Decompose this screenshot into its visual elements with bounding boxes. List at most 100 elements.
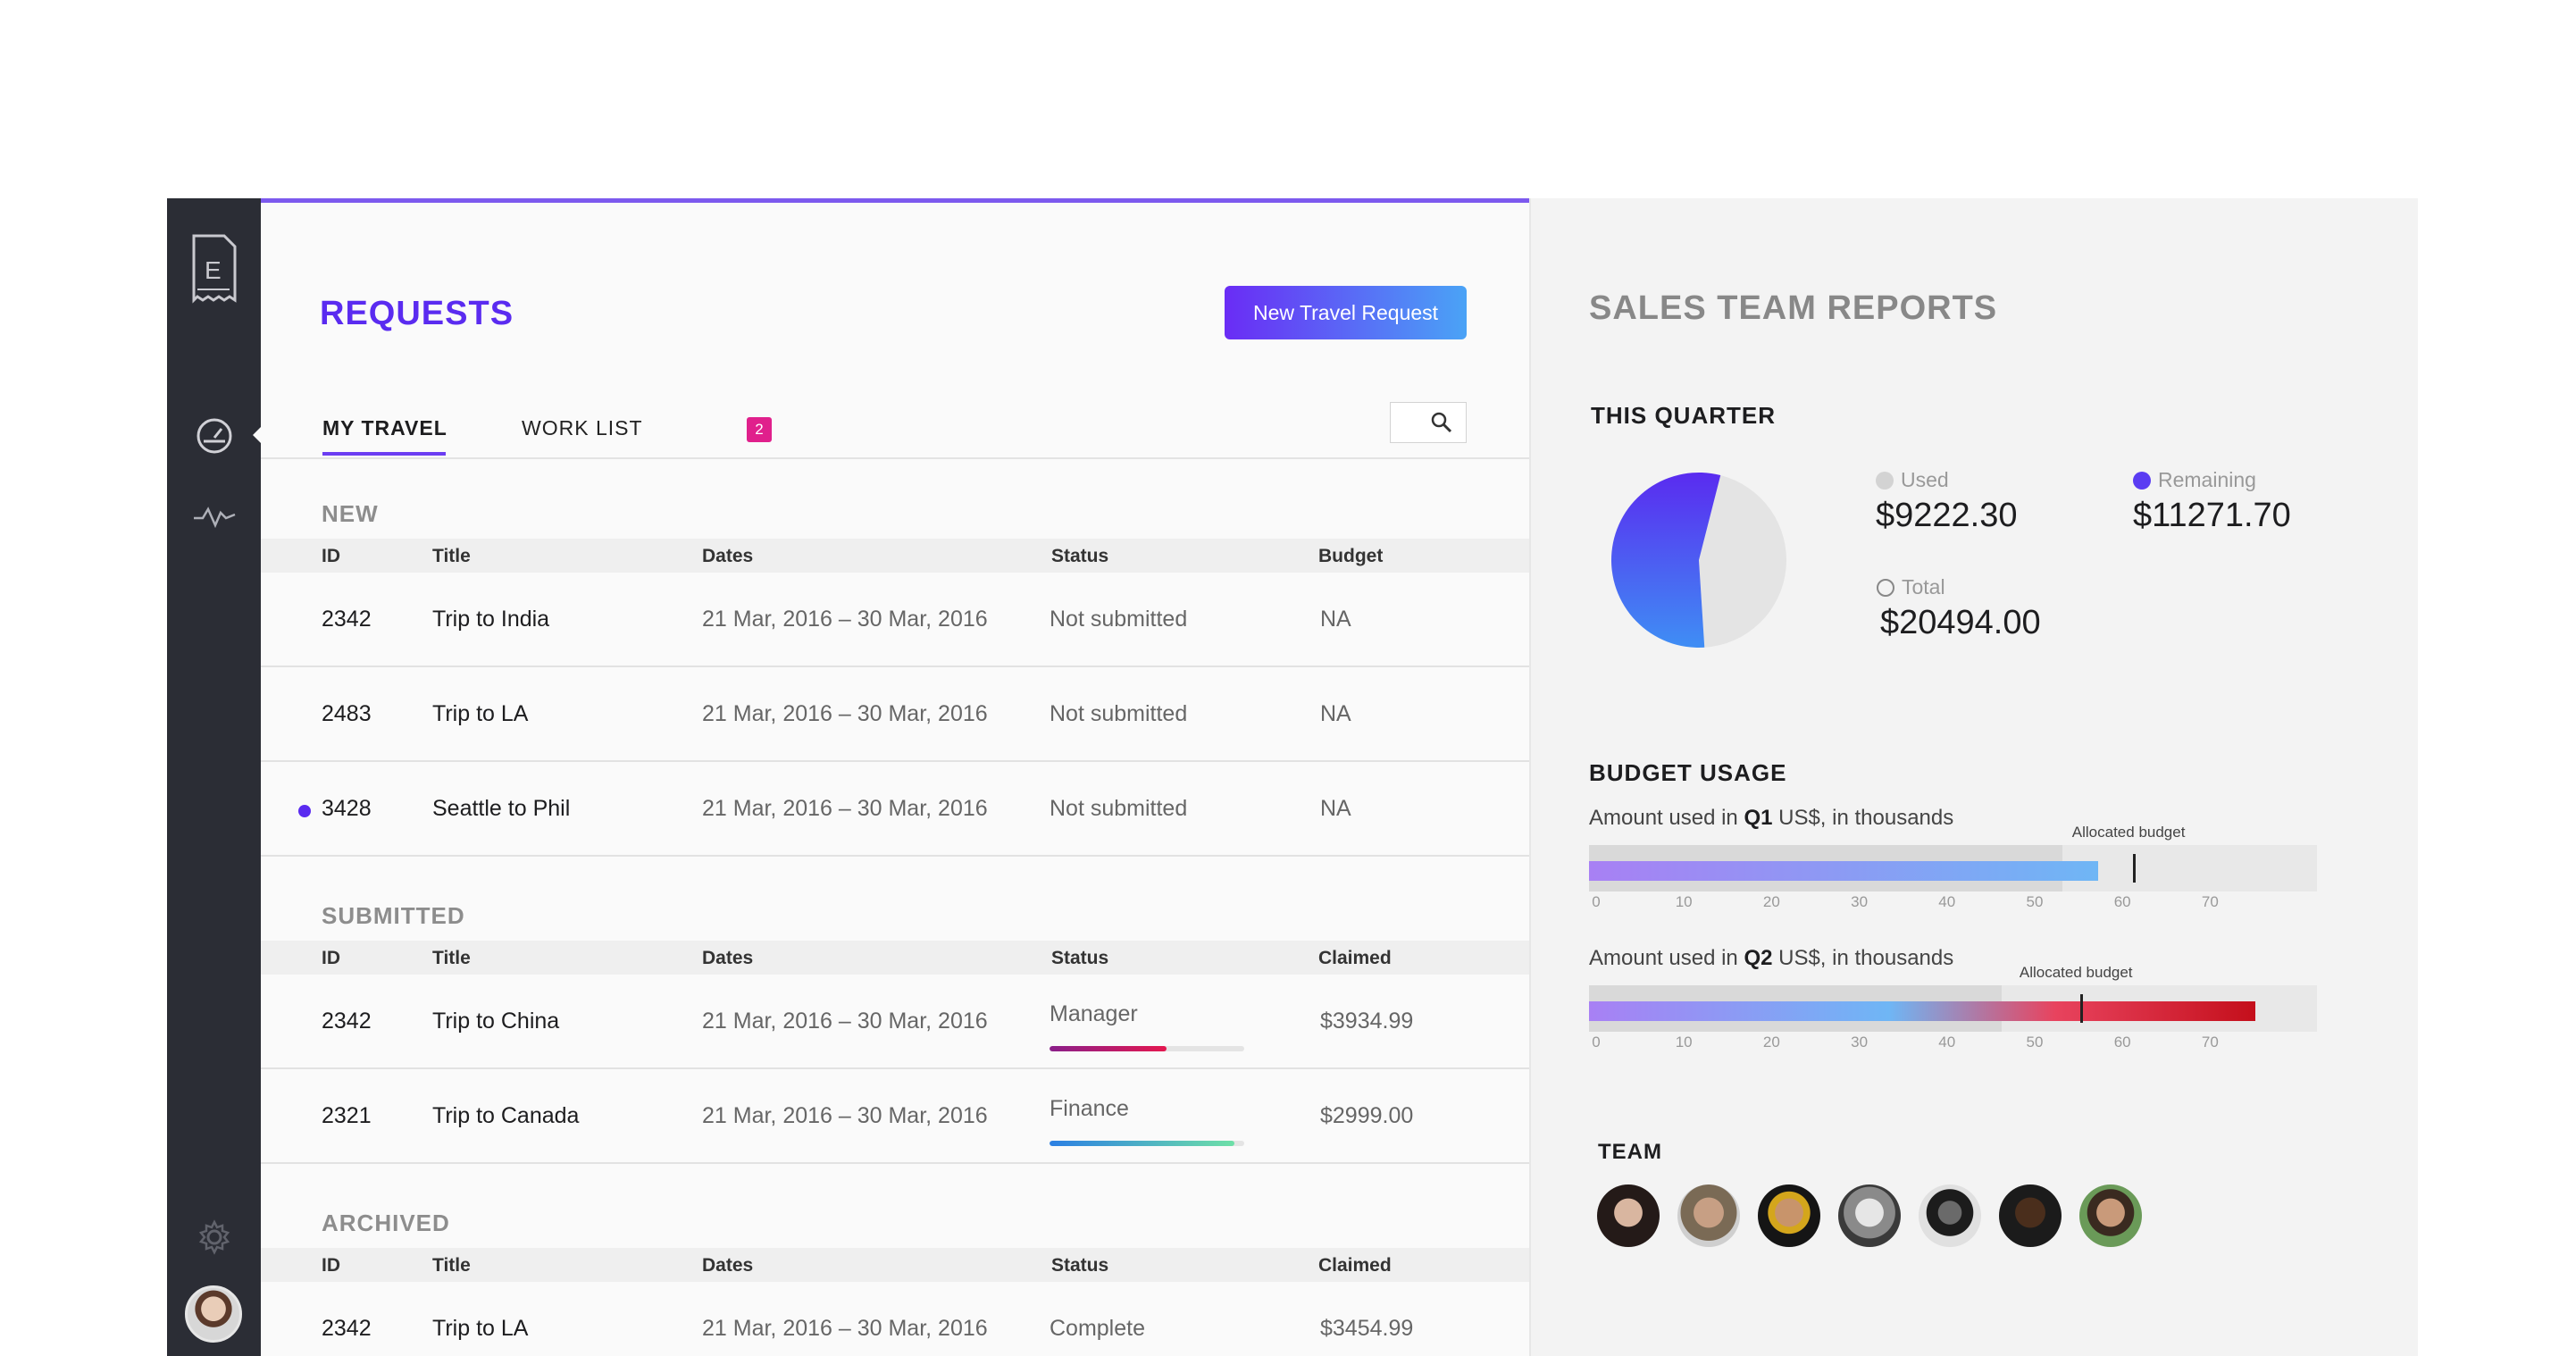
tab-my-travel[interactable]: MY TRAVEL bbox=[322, 416, 447, 439]
q2-axis-ticks: 0 10 20 30 40 50 60 70 bbox=[1589, 1034, 2317, 1051]
axis-tick-label: 0 bbox=[1592, 1034, 1601, 1050]
legend-total-label: Total bbox=[1902, 575, 1945, 598]
row-status: Not submitted bbox=[1050, 701, 1188, 726]
q2-allocated-label: Allocated budget bbox=[2019, 964, 2133, 981]
approval-progress-bar bbox=[1050, 1046, 1244, 1051]
team-avatar-7[interactable] bbox=[2079, 1184, 2142, 1247]
q1-caption: Amount used in Q1 US$, in thousands bbox=[1589, 806, 1953, 831]
sidebar: E bbox=[167, 198, 262, 1356]
table-row[interactable]: 2321 Trip to Canada 21 Mar, 2016 – 30 Ma… bbox=[261, 1069, 1529, 1164]
col-status: Status bbox=[1051, 1255, 1109, 1276]
team-avatar-3[interactable] bbox=[1758, 1184, 1820, 1247]
quarter-pie-chart bbox=[1610, 473, 1786, 649]
row-title: Trip to LA bbox=[432, 701, 529, 726]
row-title: Trip to LA bbox=[432, 1316, 529, 1341]
team-avatar-6[interactable] bbox=[1999, 1184, 2062, 1247]
q1-axis-ticks: 0 10 20 30 40 50 60 70 bbox=[1589, 893, 2317, 911]
row-dates: 21 Mar, 2016 – 30 Mar, 2016 bbox=[702, 1103, 988, 1128]
legend-remaining-dot bbox=[2133, 471, 2151, 490]
col-dates: Dates bbox=[702, 1255, 754, 1276]
app-window: E REQUESTS New Trave bbox=[167, 198, 2418, 1356]
col-title: Title bbox=[432, 948, 471, 968]
row-title: Seattle to Phil bbox=[432, 796, 571, 821]
row-dates: 21 Mar, 2016 – 30 Mar, 2016 bbox=[702, 796, 988, 821]
activity-icon[interactable] bbox=[167, 502, 261, 529]
axis-tick-label: 40 bbox=[1938, 893, 1956, 910]
user-avatar[interactable] bbox=[185, 1285, 242, 1343]
row-dates: 21 Mar, 2016 – 30 Mar, 2016 bbox=[702, 1009, 988, 1034]
axis-tick-label: 10 bbox=[1675, 893, 1693, 910]
row-divider bbox=[261, 855, 1529, 857]
row-status: Not submitted bbox=[1050, 796, 1188, 821]
search-button[interactable] bbox=[1390, 402, 1467, 443]
axis-tick-label: 50 bbox=[2026, 893, 2044, 910]
row-id: 2483 bbox=[322, 701, 372, 726]
used-value: $9222.30 bbox=[1876, 497, 2018, 534]
table-row[interactable]: 2483 Trip to LA 21 Mar, 2016 – 30 Mar, 2… bbox=[261, 667, 1529, 762]
table-row[interactable]: 2342 Trip to LA 21 Mar, 2016 – 30 Mar, 2… bbox=[261, 1282, 1529, 1356]
this-quarter-heading: THIS QUARTER bbox=[1591, 402, 1776, 429]
section-title-archived: ARCHIVED bbox=[322, 1210, 450, 1236]
reports-panel: SALES TEAM REPORTS THIS QUARTER Used $92… bbox=[1529, 198, 2418, 1356]
table-row[interactable]: 2342 Trip to China 21 Mar, 2016 – 30 Mar… bbox=[261, 975, 1529, 1069]
legend-used-label: Used bbox=[1901, 468, 1949, 491]
legend-remaining: Remaining bbox=[2133, 468, 2256, 492]
row-divider bbox=[261, 760, 1529, 762]
approval-progress-fill bbox=[1050, 1046, 1167, 1051]
page-title: REQUESTS bbox=[320, 295, 514, 332]
row-claimed: $2999.00 bbox=[1320, 1103, 1414, 1128]
legend-total-dot bbox=[1877, 578, 1894, 597]
gear-icon[interactable] bbox=[167, 1219, 261, 1255]
team-avatar-4[interactable] bbox=[1838, 1184, 1901, 1247]
team-avatar-1[interactable] bbox=[1597, 1184, 1660, 1247]
requests-panel: REQUESTS New Travel Request MY TRAVEL WO… bbox=[261, 198, 1529, 1356]
q2-budget-bar bbox=[1589, 985, 2317, 1032]
team-avatar-5[interactable] bbox=[1919, 1184, 1981, 1247]
active-tab-indicator bbox=[322, 452, 446, 456]
q1-allocated-marker bbox=[2132, 854, 2136, 883]
row-status: Manager bbox=[1050, 1001, 1138, 1026]
table-header-new: ID Title Dates Status Budget bbox=[261, 539, 1529, 573]
approval-progress-fill bbox=[1050, 1141, 1235, 1146]
row-title: Trip to India bbox=[432, 607, 550, 632]
reports-title: SALES TEAM REPORTS bbox=[1589, 289, 1998, 327]
col-status: Status bbox=[1051, 948, 1109, 968]
q1-budget-bar bbox=[1589, 845, 2317, 891]
col-title: Title bbox=[432, 1255, 471, 1276]
legend-remaining-label: Remaining bbox=[2158, 468, 2256, 491]
work-list-count-badge: 2 bbox=[747, 417, 772, 442]
receipt-logo-icon[interactable]: E bbox=[167, 232, 261, 307]
unread-dot bbox=[298, 805, 311, 817]
tab-work-list[interactable]: WORK LIST bbox=[522, 416, 643, 439]
team-avatar-2[interactable] bbox=[1677, 1184, 1740, 1247]
row-divider bbox=[261, 1162, 1529, 1164]
row-budget: NA bbox=[1320, 796, 1351, 821]
q1-allocated-label: Allocated budget bbox=[2071, 824, 2186, 841]
legend-used-dot bbox=[1876, 471, 1894, 490]
col-title: Title bbox=[432, 546, 471, 566]
pie-slice-remaining bbox=[1610, 473, 1721, 649]
row-status: Finance bbox=[1050, 1096, 1129, 1121]
col-id: ID bbox=[322, 1255, 340, 1276]
dashboard-icon[interactable] bbox=[167, 416, 261, 456]
remaining-value: $11271.70 bbox=[2133, 497, 2291, 534]
q2-used-bar bbox=[1589, 1001, 2256, 1021]
tabs-divider bbox=[261, 457, 1529, 459]
total-value: $20494.00 bbox=[1880, 604, 2041, 641]
legend-total: Total bbox=[1877, 575, 1945, 599]
col-id: ID bbox=[322, 948, 340, 968]
table-row[interactable]: 2342 Trip to India 21 Mar, 2016 – 30 Mar… bbox=[261, 573, 1529, 667]
axis-tick-label: 40 bbox=[1938, 1034, 1956, 1050]
row-id: 2321 bbox=[322, 1103, 372, 1128]
section-title-submitted: SUBMITTED bbox=[322, 902, 465, 929]
col-id: ID bbox=[322, 546, 340, 566]
row-id: 3428 bbox=[322, 796, 372, 821]
row-budget: NA bbox=[1320, 701, 1351, 726]
table-row[interactable]: 3428 Seattle to Phil 21 Mar, 2016 – 30 M… bbox=[261, 762, 1529, 857]
q1-used-bar bbox=[1589, 861, 2098, 881]
q2-caption-post: US$, in thousands bbox=[1772, 946, 1954, 970]
axis-tick-label: 20 bbox=[1762, 1034, 1780, 1050]
budget-usage-heading: BUDGET USAGE bbox=[1589, 759, 1787, 786]
top-accent-bar bbox=[261, 198, 1529, 203]
new-travel-request-button[interactable]: New Travel Request bbox=[1225, 286, 1467, 339]
